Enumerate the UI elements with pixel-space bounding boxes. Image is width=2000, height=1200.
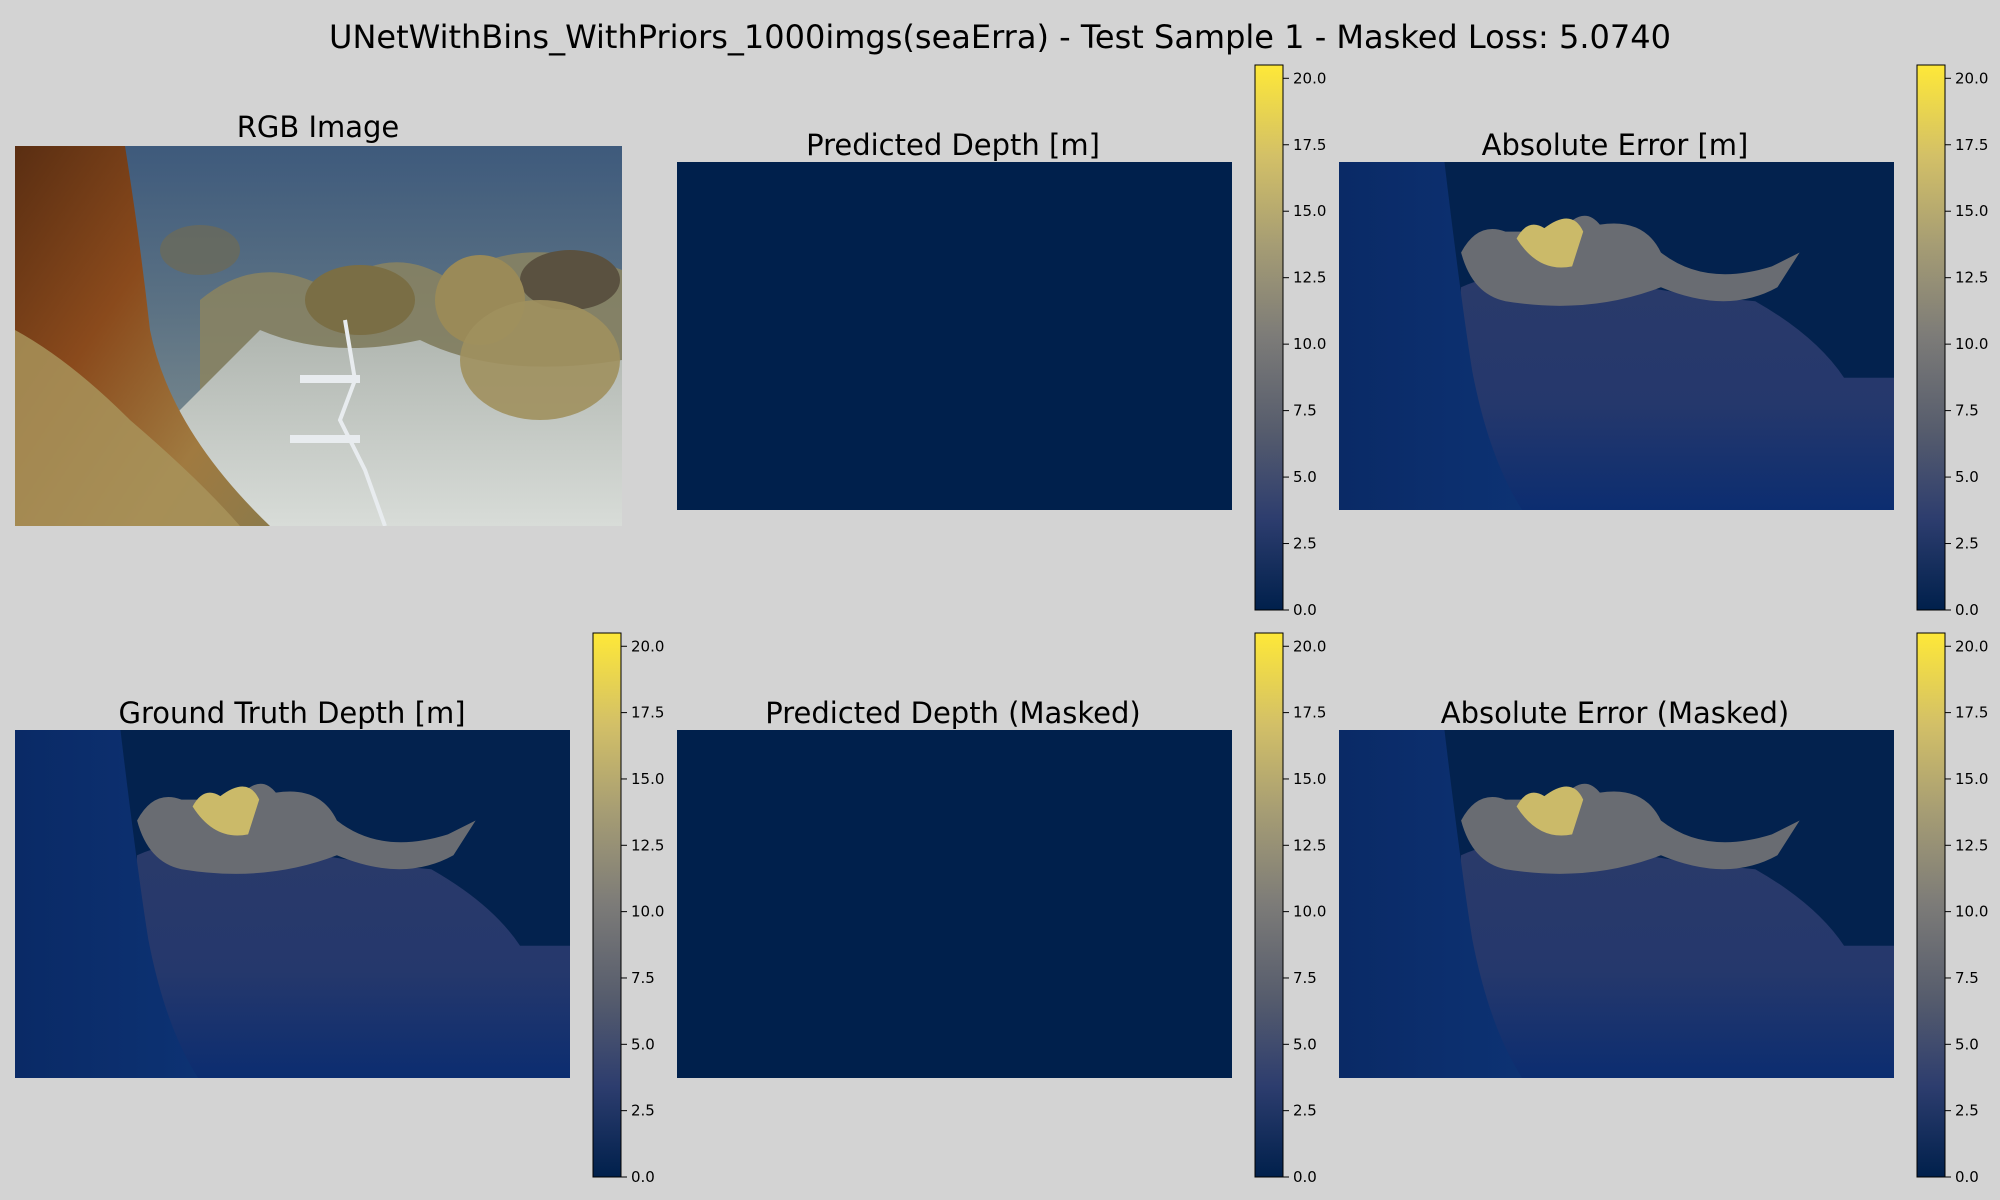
colorbar-tick-label: 20.0 bbox=[1293, 69, 1326, 87]
panel-predicted-depth: Predicted Depth [m] 0.0 2.5 5.0 7.5 10.0 12.5… bbox=[677, 64, 1326, 619]
colorbar-tick-label: 17.5 bbox=[1293, 136, 1326, 154]
colorbar-tick-label: 17.5 bbox=[1293, 704, 1326, 722]
colorbar-tick-label: 7.5 bbox=[631, 969, 655, 987]
predicted-depth-map bbox=[677, 162, 1232, 510]
colorbar-tick-label: 10.0 bbox=[1293, 903, 1326, 921]
seafloor-region bbox=[1459, 273, 1894, 510]
colorbar-tick-label: 12.5 bbox=[1293, 836, 1326, 854]
colorbar-tick-label: 2.5 bbox=[1293, 535, 1317, 553]
far-rock-region bbox=[1516, 218, 1584, 268]
panel-absolute-error: Absolute Error [m] 0.0 2.5 5.0 7.5 10.0 12.5 1… bbox=[1339, 64, 1988, 619]
colorbar-tick-label: 0.0 bbox=[631, 1168, 655, 1186]
colorbar-tick-label: 12.5 bbox=[1955, 269, 1988, 287]
colorbar-tick-label: 17.5 bbox=[1955, 136, 1988, 154]
panel-ground-truth-depth: Ground Truth Depth [m] 0.0 2.5 5.0 7.5 10.0 1… bbox=[15, 632, 664, 1186]
colorbar-gradient bbox=[1916, 632, 1946, 1178]
figure-suptitle: UNetWithBins_WithPriors_1000imgs(seaErra… bbox=[329, 18, 1671, 56]
colorbar-gradient bbox=[1916, 64, 1946, 611]
colorbar-predicted-depth-masked: 0.0 2.5 5.0 7.5 10.0 12.5 15.0 17.5 20.0 bbox=[1254, 632, 1326, 1186]
colorbar-absolute-error: 0.0 2.5 5.0 7.5 10.0 12.5 15.0 17.5 20.0 bbox=[1916, 64, 1988, 619]
colorbar-predicted-depth: 0.0 2.5 5.0 7.5 10.0 12.5 15.0 17.5 20.0 bbox=[1254, 64, 1326, 619]
panel-title: Predicted Depth (Masked) bbox=[765, 696, 1140, 730]
rgb-photo bbox=[15, 146, 622, 526]
near-rock-wall-region bbox=[15, 730, 199, 1078]
colorbar-tick-label: 10.0 bbox=[631, 903, 664, 921]
colorbar-tick-label: 12.5 bbox=[631, 836, 664, 854]
colorbar-tick-label: 5.0 bbox=[1293, 1035, 1317, 1053]
colorbar-gradient bbox=[1254, 632, 1284, 1178]
colorbar-tick-label: 5.0 bbox=[1955, 468, 1979, 486]
predicted-depth-masked-map bbox=[677, 730, 1232, 1078]
colorbar-tick-label: 7.5 bbox=[1955, 969, 1979, 987]
absolute-error-map bbox=[1339, 162, 1894, 510]
absolute-error-masked-map bbox=[1339, 730, 1894, 1078]
colorbar-tick-label: 0.0 bbox=[1293, 1168, 1317, 1186]
colorbar-tick-label: 0.0 bbox=[1293, 601, 1317, 619]
colorbar-tick-label: 10.0 bbox=[1955, 903, 1988, 921]
panel-rgb-image: RGB Image bbox=[15, 110, 622, 526]
colorbar-tick-label: 5.0 bbox=[631, 1035, 655, 1053]
colorbar-tick-label: 20.0 bbox=[1293, 637, 1326, 655]
colorbar-tick-label: 7.5 bbox=[1955, 402, 1979, 420]
colorbar-absolute-error-masked: 0.0 2.5 5.0 7.5 10.0 12.5 15.0 17.5 20.0 bbox=[1916, 632, 1988, 1186]
colorbar-tick-label: 20.0 bbox=[1955, 69, 1988, 87]
panel-title: Absolute Error [m] bbox=[1482, 128, 1749, 162]
colorbar-tick-label: 20.0 bbox=[631, 637, 664, 655]
far-rock-region bbox=[192, 786, 260, 836]
seafloor-region bbox=[135, 841, 570, 1078]
colorbar-tick-label: 12.5 bbox=[1955, 836, 1988, 854]
colorbar-tick-label: 7.5 bbox=[1293, 402, 1317, 420]
colorbar-tick-label: 0.0 bbox=[1955, 1168, 1979, 1186]
panel-absolute-error-masked: Absolute Error (Masked) 0.0 2.5 5.0 7.5 10.0… bbox=[1339, 632, 1988, 1186]
panel-predicted-depth-masked: Predicted Depth (Masked) 0.0 2.5 5.0 7.5 10.… bbox=[677, 632, 1326, 1186]
colorbar-tick-label: 15.0 bbox=[1955, 770, 1988, 788]
colorbar-tick-label: 15.0 bbox=[631, 770, 664, 788]
colorbar-tick-label: 20.0 bbox=[1955, 637, 1988, 655]
colorbar-tick-label: 17.5 bbox=[631, 704, 664, 722]
colorbar-tick-label: 12.5 bbox=[1293, 269, 1326, 287]
colorbar-gradient bbox=[1254, 64, 1284, 611]
near-rock-wall-region bbox=[1339, 730, 1523, 1078]
colorbar-tick-label: 17.5 bbox=[1955, 704, 1988, 722]
colorbar-tick-label: 2.5 bbox=[1955, 535, 1979, 553]
ground-truth-depth-map bbox=[15, 730, 570, 1078]
colorbar-tick-label: 2.5 bbox=[1293, 1102, 1317, 1120]
near-rock-wall-region bbox=[1339, 162, 1523, 510]
colorbar-tick-label: 10.0 bbox=[1955, 335, 1988, 353]
colorbar-tick-label: 15.0 bbox=[1293, 770, 1326, 788]
colorbar-tick-label: 7.5 bbox=[1293, 969, 1317, 987]
colorbar-tick-label: 5.0 bbox=[1293, 468, 1317, 486]
far-rock-region bbox=[1516, 786, 1584, 836]
panel-title: Predicted Depth [m] bbox=[806, 128, 1100, 162]
panel-title: Ground Truth Depth [m] bbox=[118, 696, 465, 730]
seafloor-region bbox=[1459, 841, 1894, 1078]
colorbar-tick-label: 5.0 bbox=[1955, 1035, 1979, 1053]
colorbar-tick-label: 2.5 bbox=[1955, 1102, 1979, 1120]
colorbar-tick-label: 10.0 bbox=[1293, 335, 1326, 353]
colorbar-tick-label: 2.5 bbox=[631, 1102, 655, 1120]
colorbar-ground-truth-depth: 0.0 2.5 5.0 7.5 10.0 12.5 15.0 17.5 20.0 bbox=[592, 632, 664, 1186]
panel-title: RGB Image bbox=[237, 110, 400, 144]
colorbar-tick-label: 15.0 bbox=[1293, 202, 1326, 220]
colorbar-tick-label: 0.0 bbox=[1955, 601, 1979, 619]
colorbar-tick-label: 15.0 bbox=[1955, 202, 1988, 220]
panel-title: Absolute Error (Masked) bbox=[1441, 696, 1789, 730]
colorbar-gradient bbox=[592, 632, 622, 1178]
